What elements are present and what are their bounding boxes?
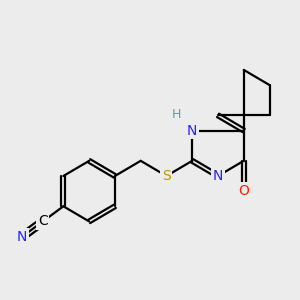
Text: C: C: [38, 214, 48, 228]
Text: H: H: [171, 108, 181, 121]
Text: N: N: [213, 169, 223, 183]
Text: N: N: [187, 124, 197, 137]
Text: O: O: [238, 184, 249, 198]
Text: S: S: [162, 169, 171, 183]
Text: N: N: [17, 230, 28, 244]
